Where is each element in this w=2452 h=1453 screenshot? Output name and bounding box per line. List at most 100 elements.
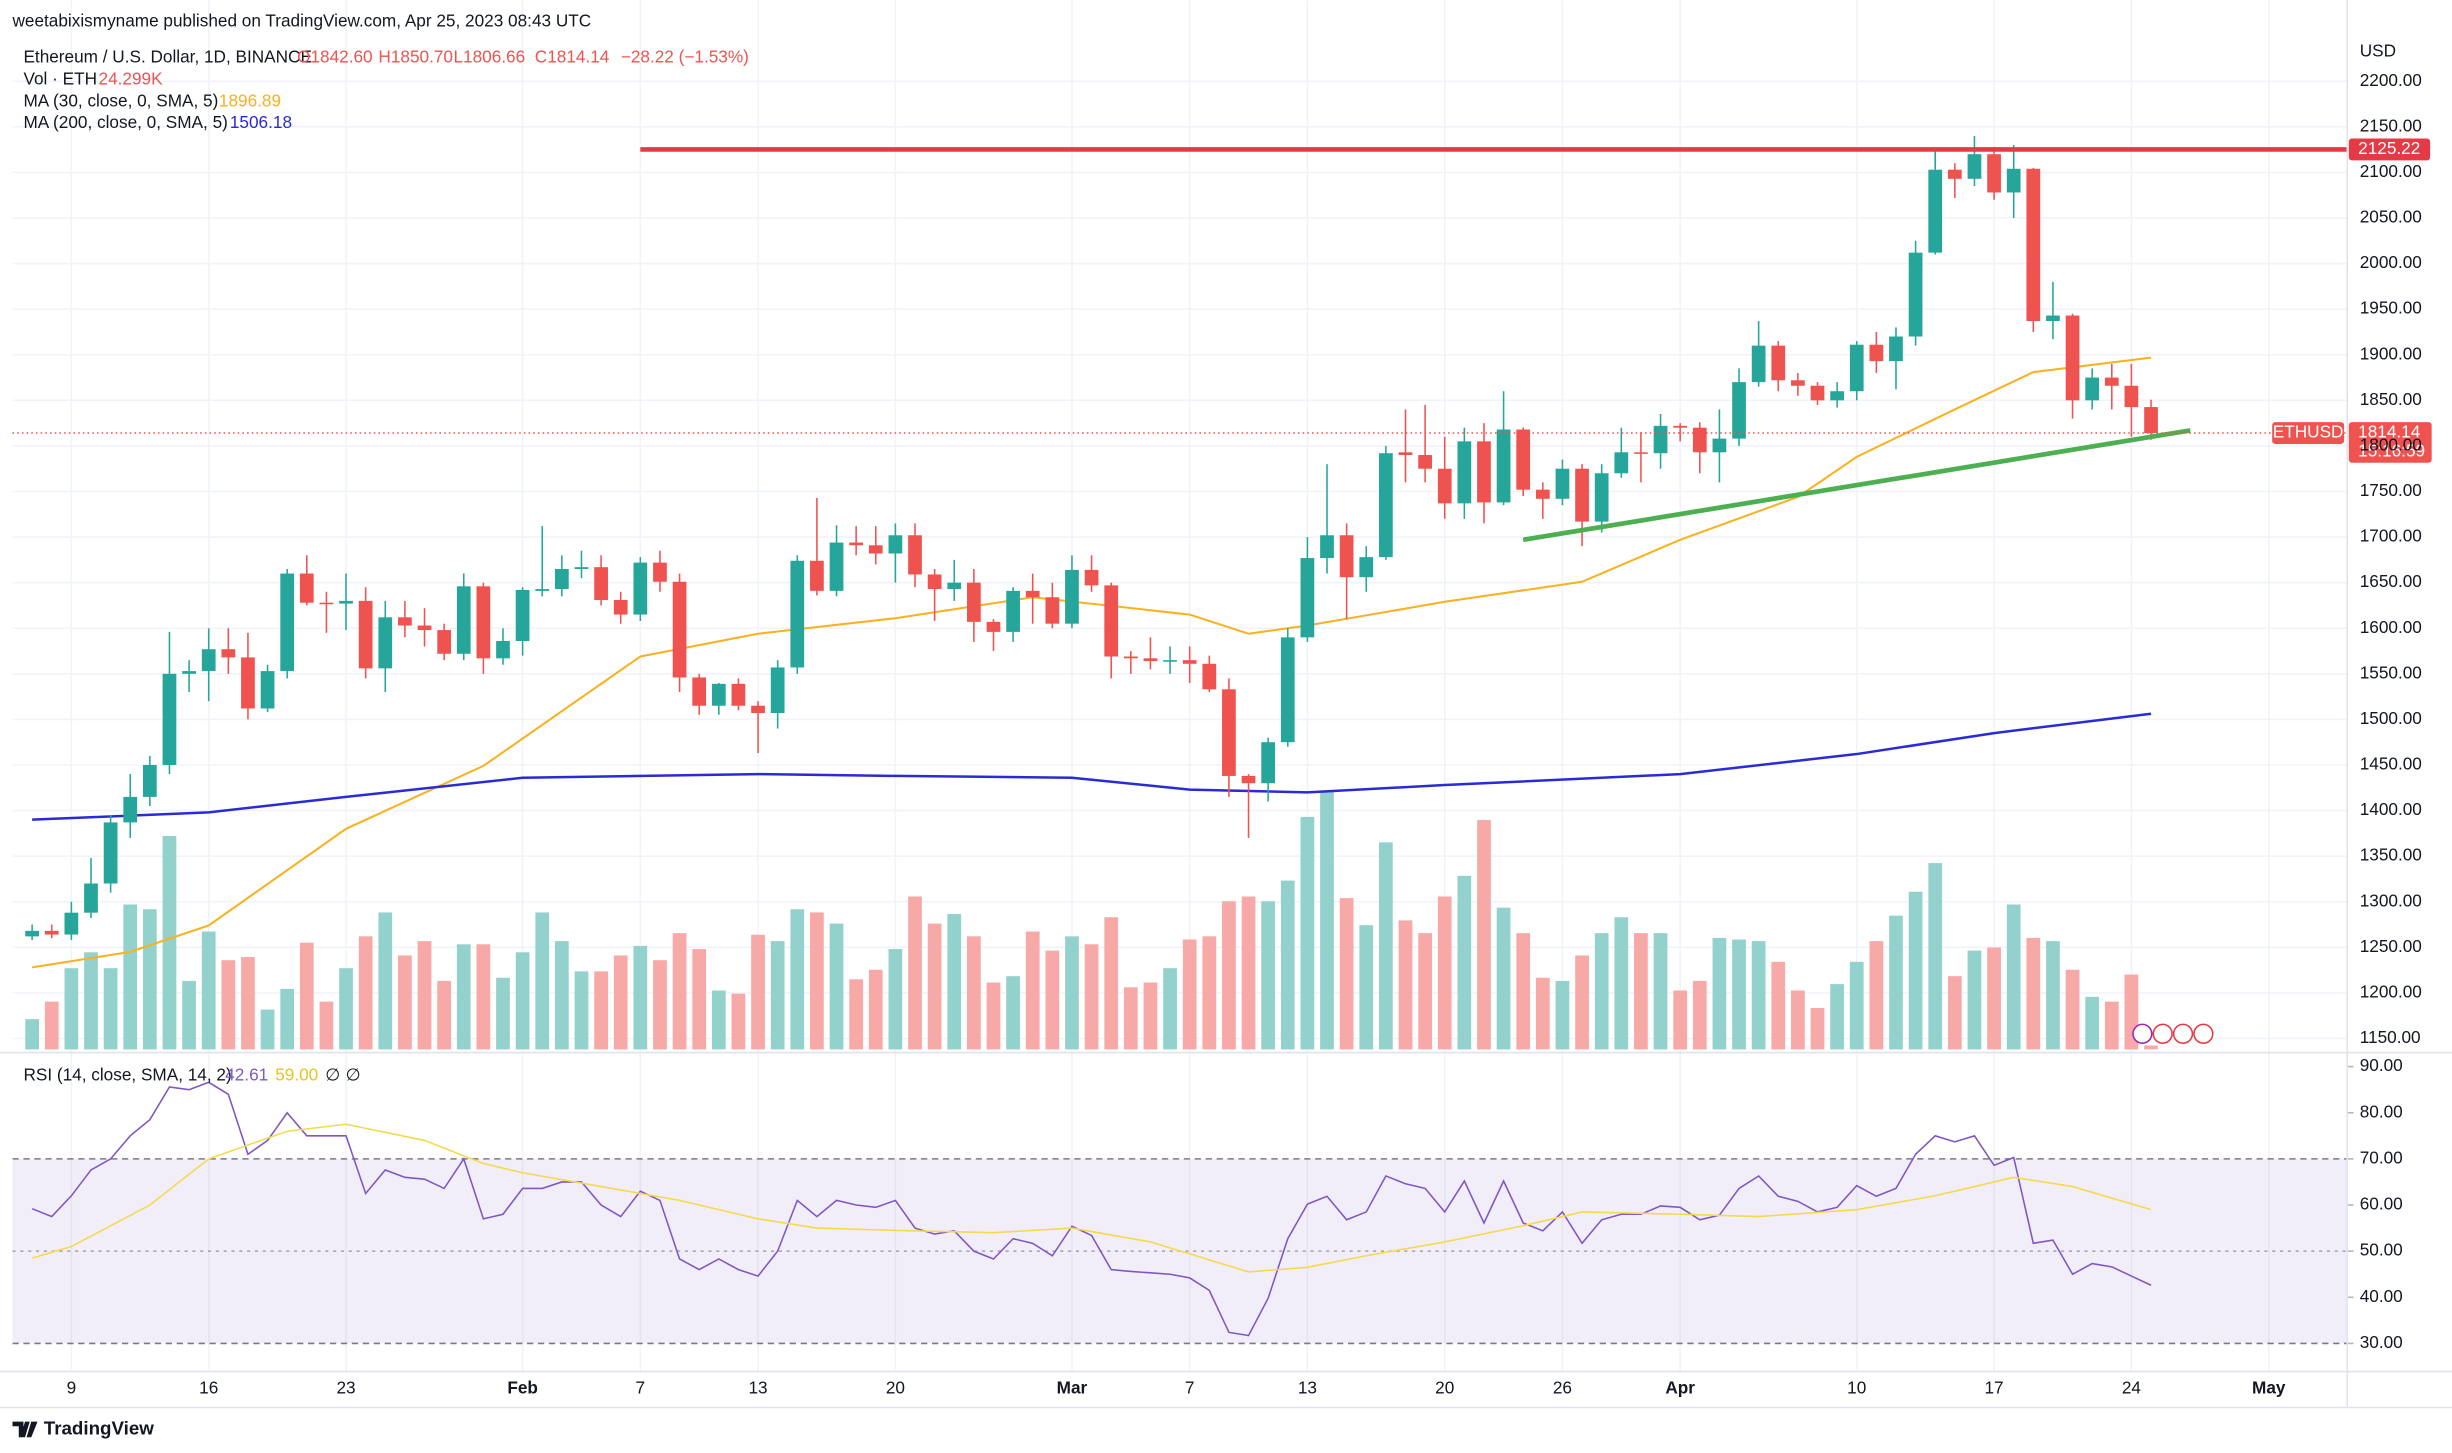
- candle-body: [1280, 637, 1295, 743]
- candle-body: [1869, 344, 1884, 362]
- volume-bar: [535, 912, 550, 1050]
- brand-logo: [12, 1421, 38, 1438]
- y-tick-label: 1450.00: [2360, 754, 2422, 774]
- volume-bar: [868, 969, 883, 1050]
- candle-body: [1241, 775, 1256, 784]
- indicator-icons: [2132, 1023, 2214, 1044]
- candle-body: [849, 542, 864, 546]
- volume-bar: [574, 971, 589, 1050]
- candle-body: [1143, 658, 1158, 662]
- candle-body: [2124, 385, 2139, 408]
- publisher: weetabixismyname published on TradingVie…: [12, 11, 592, 31]
- volume-bar: [1791, 990, 1805, 1050]
- ma-value: 1506.18: [230, 112, 292, 132]
- volume-bar: [123, 904, 138, 1050]
- candle-body: [417, 625, 432, 631]
- y-tick-label: 1600.00: [2360, 617, 2422, 637]
- icon: [2132, 1023, 2153, 1044]
- x-tick-label: 16: [199, 1377, 218, 1397]
- candle-body: [44, 930, 59, 935]
- volume-bar: [1045, 950, 1060, 1050]
- candle-body: [966, 582, 981, 622]
- volume-bar: [162, 835, 177, 1050]
- candle-body: [1065, 569, 1079, 624]
- y-tick-label: 1650.00: [2360, 571, 2422, 591]
- volume-bar: [554, 941, 569, 1050]
- candle-body: [142, 764, 157, 797]
- candle-body: [260, 671, 275, 709]
- candle-body: [1732, 382, 1746, 439]
- volume-bar: [1496, 907, 1511, 1050]
- volume-bar: [299, 942, 314, 1050]
- volume-bar: [633, 945, 648, 1050]
- candle-body: [1516, 429, 1531, 490]
- y-tick-label: 30.00: [2360, 1332, 2403, 1352]
- volume-bar: [1379, 842, 1393, 1050]
- symbol-tag-label: ETHUSD: [2273, 422, 2344, 442]
- candle-body: [829, 542, 844, 591]
- candle-body: [1437, 468, 1452, 504]
- candle-body: [398, 617, 412, 626]
- grid: [12, 0, 2354, 1372]
- volume-bar: [1555, 980, 1570, 1050]
- volume-bar: [1241, 896, 1256, 1050]
- symbol-tag: [2272, 422, 2345, 444]
- y-tick-label: 2050.00: [2360, 207, 2422, 227]
- volume-bar: [731, 993, 746, 1050]
- candle-body: [927, 574, 942, 590]
- candle-body: [1889, 336, 1903, 362]
- x-tick-label: May: [2252, 1377, 2286, 1397]
- y-tick-label: 2000.00: [2360, 252, 2422, 272]
- volume-bar: [1869, 941, 1884, 1050]
- y-tick-label: 1750.00: [2360, 480, 2422, 500]
- volume-bar: [182, 980, 196, 1050]
- volume-bar: [1006, 976, 1020, 1050]
- candle-body: [103, 822, 118, 884]
- volume-bar: [1967, 950, 1982, 1050]
- volume-bar: [711, 990, 726, 1050]
- x-tick-label: 13: [748, 1377, 767, 1397]
- candle-body: [751, 705, 765, 714]
- volume-bar: [1202, 936, 1217, 1050]
- candle-body: [868, 545, 883, 554]
- x-tick-label: Mar: [1057, 1377, 1088, 1397]
- y-tick-label: 1300.00: [2360, 890, 2422, 910]
- volume-bar: [201, 931, 216, 1050]
- candle-body: [162, 673, 177, 765]
- volume-bar: [790, 909, 805, 1050]
- volume-bar: [1143, 982, 1158, 1050]
- volume-bar: [1614, 917, 1629, 1050]
- candle-body: [770, 667, 785, 714]
- volume-bar: [849, 979, 864, 1050]
- volume-bar: [437, 980, 452, 1050]
- candle-body: [1967, 154, 1982, 179]
- candle-body: [1045, 597, 1060, 624]
- candle-body: [947, 582, 962, 590]
- volume-bar: [1830, 984, 1844, 1050]
- candle-body: [1025, 590, 1040, 598]
- icon: [2172, 1023, 2194, 1044]
- candle-body: [888, 535, 903, 554]
- volume-bar: [1123, 987, 1138, 1050]
- price-tag-label: 2125.22: [2358, 138, 2420, 158]
- candle-body: [2065, 315, 2080, 401]
- candle-body: [2006, 168, 2021, 193]
- volume-bar: [1222, 901, 1236, 1050]
- candle-body: [221, 649, 236, 658]
- brand-name: TradingView: [44, 1417, 155, 1438]
- volume-bar: [672, 933, 687, 1050]
- volume-bar: [456, 944, 471, 1050]
- candle-body: [1653, 425, 1668, 454]
- volume-bar: [2085, 996, 2100, 1050]
- volume-bar: [2104, 1001, 2119, 1050]
- rsi-ma-line: [31, 1123, 2152, 1273]
- candle-body: [64, 912, 79, 935]
- volume-bar: [1751, 941, 1766, 1050]
- volume-bar: [1359, 925, 1374, 1050]
- candle-body: [711, 683, 726, 706]
- candle-body: [299, 573, 314, 603]
- y-tick-label: 1900.00: [2360, 343, 2422, 363]
- candle-body: [319, 602, 334, 605]
